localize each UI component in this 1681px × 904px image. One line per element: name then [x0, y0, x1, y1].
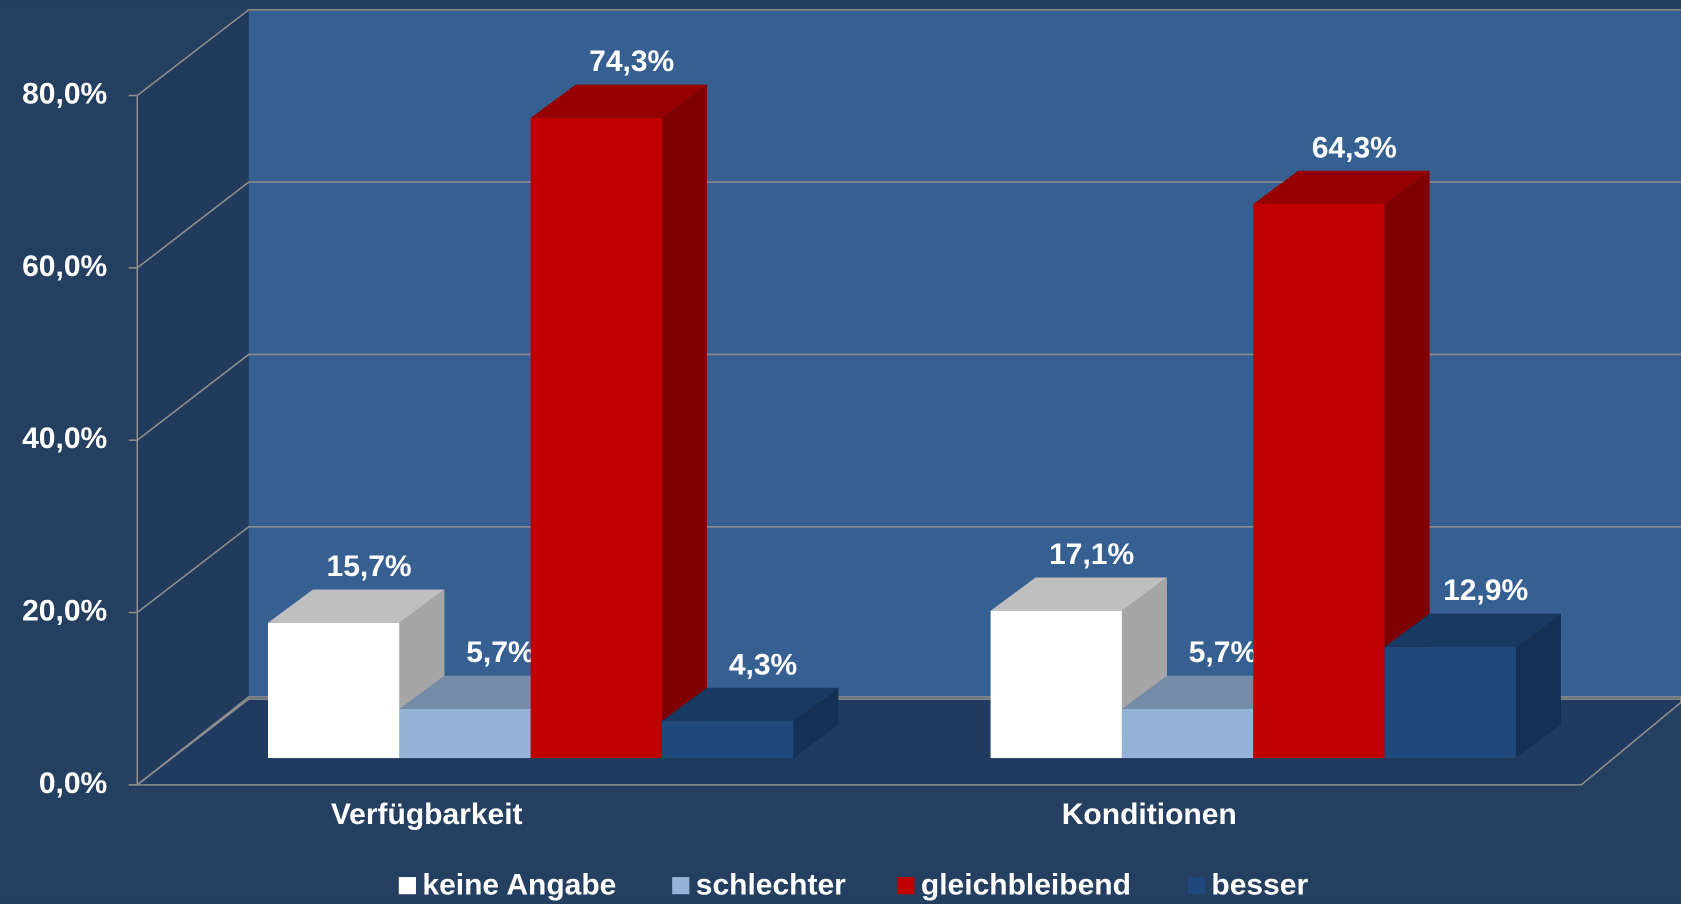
data-label: 5,7%: [466, 636, 534, 669]
legend-label: gleichbleibend: [921, 869, 1131, 902]
data-label: 12,9%: [1443, 574, 1528, 607]
grid-line: [136, 8, 1681, 97]
bar: [268, 622, 400, 759]
bar-side: [662, 84, 708, 759]
x-tick-label: Verfügbarkeit: [331, 798, 523, 831]
bar-top: [990, 577, 1167, 611]
bar: [1121, 708, 1254, 759]
bar-top: [268, 589, 445, 623]
legend-swatch: [897, 877, 915, 895]
bar: [1384, 646, 1516, 759]
data-label: 15,7%: [327, 550, 412, 583]
bar-side: [1515, 613, 1561, 759]
bar-top: [662, 687, 839, 722]
bar: [399, 708, 531, 759]
data-label: 17,1%: [1049, 538, 1134, 571]
y-tick-label: 80,0%: [22, 77, 107, 110]
y-tick-label: 0,0%: [39, 767, 107, 800]
legend-label: besser: [1211, 869, 1308, 902]
x-tick-label: Konditionen: [1062, 798, 1237, 831]
data-label: 4,3%: [729, 648, 797, 681]
bar-side: [793, 687, 839, 759]
data-label: 64,3%: [1312, 131, 1397, 164]
bar: [530, 117, 663, 759]
legend-swatch: [1187, 877, 1206, 895]
bar: [662, 721, 794, 759]
data-label: 5,7%: [1189, 636, 1257, 669]
bar: [990, 610, 1122, 759]
legend-swatch: [398, 877, 416, 895]
grid-line: [136, 525, 1681, 614]
bar-top: [1253, 170, 1430, 205]
bar-top: [1384, 613, 1561, 647]
bar: [1253, 204, 1385, 759]
bar-side: [1384, 170, 1430, 759]
data-label: 74,3%: [589, 45, 674, 78]
grid-line: [136, 181, 1681, 269]
y-tick-label: 40,0%: [22, 422, 107, 455]
legend-swatch: [672, 877, 690, 895]
y-tick-label: 20,0%: [22, 594, 107, 627]
grid-line: [136, 353, 1681, 441]
bar-top: [530, 84, 708, 118]
y-tick-label: 60,0%: [22, 250, 107, 283]
legend-label: keine Angabe: [422, 869, 616, 902]
legend-label: schlechter: [696, 869, 846, 902]
